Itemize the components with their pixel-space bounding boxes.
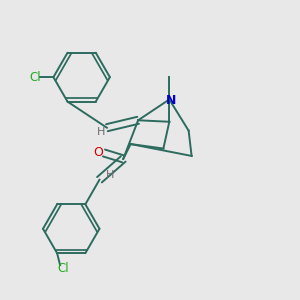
Text: O: O — [94, 146, 103, 160]
Text: Cl: Cl — [30, 71, 41, 84]
Text: Cl: Cl — [57, 262, 69, 275]
Text: N: N — [166, 94, 176, 107]
Text: H: H — [106, 170, 114, 180]
Text: H: H — [97, 127, 105, 137]
